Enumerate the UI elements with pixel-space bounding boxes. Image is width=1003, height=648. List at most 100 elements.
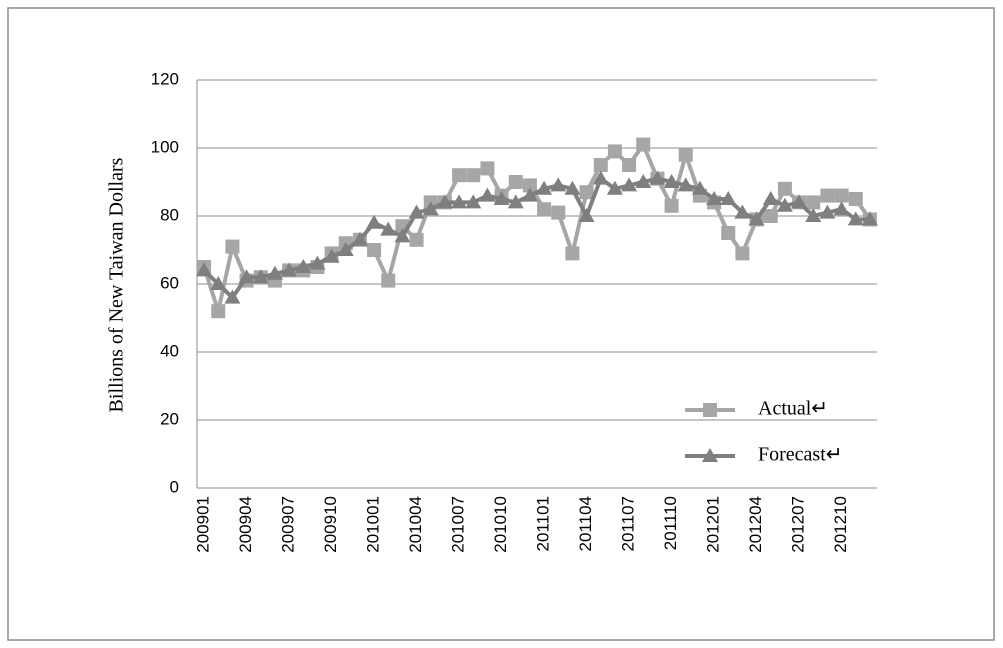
- legend-label: Forecast↵: [758, 444, 843, 466]
- data-point: [763, 209, 778, 223]
- data-point: [452, 168, 467, 183]
- data-point: [805, 208, 822, 222]
- data-point: [777, 181, 792, 196]
- data-point: [522, 178, 537, 193]
- data-point: [720, 191, 737, 205]
- data-point: [748, 211, 765, 226]
- x-tick-label: 201107: [619, 496, 638, 551]
- data-point: [380, 221, 397, 236]
- data-point: [551, 205, 566, 220]
- data-point: [848, 192, 863, 206]
- data-point: [337, 242, 354, 256]
- data-point: [721, 226, 736, 240]
- x-tick-label: 201204: [746, 496, 765, 553]
- data-point: [847, 211, 864, 226]
- data-point: [735, 246, 750, 261]
- y-tick-label: 120: [151, 69, 179, 88]
- data-point: [309, 255, 326, 270]
- y-tick-label: 0: [170, 477, 179, 496]
- x-tick-label: 200910: [321, 496, 340, 553]
- data-point: [266, 265, 283, 280]
- data-point: [861, 211, 878, 226]
- data-point: [536, 180, 553, 195]
- data-point: [281, 262, 298, 277]
- data-point: [702, 448, 718, 462]
- x-tick-label: 201207: [789, 496, 808, 553]
- data-point: [422, 201, 439, 216]
- x-tick-label: 201104: [576, 496, 595, 551]
- data-point: [636, 137, 651, 152]
- data-point: [635, 174, 652, 188]
- data-point: [394, 228, 411, 243]
- x-tick-label: 200907: [279, 496, 298, 553]
- data-point: [521, 187, 538, 202]
- data-point: [366, 214, 383, 229]
- data-point: [691, 180, 708, 195]
- data-point: [238, 269, 255, 284]
- data-point: [606, 180, 623, 195]
- data-point: [734, 204, 751, 219]
- data-point: [762, 191, 779, 205]
- data-point: [579, 185, 594, 200]
- data-point: [664, 198, 679, 213]
- x-tick-label: 201201: [704, 496, 723, 553]
- data-point: [465, 194, 482, 209]
- data-point: [677, 177, 694, 192]
- data-point: [295, 259, 312, 273]
- data-point: [479, 187, 496, 202]
- data-point: [211, 304, 226, 319]
- data-point: [196, 262, 213, 277]
- data-point: [367, 243, 382, 257]
- data-point: [678, 147, 693, 162]
- data-point: [706, 191, 723, 205]
- y-tick-label: 100: [151, 137, 179, 156]
- legend-label: Actual↵: [758, 398, 828, 420]
- y-tick-label: 80: [160, 205, 179, 224]
- y-axis-label: Billions of New Taiwan Dollars: [106, 157, 128, 412]
- x-tick-label: 200904: [236, 496, 255, 553]
- data-point: [493, 191, 510, 205]
- x-tick-label: 201004: [406, 496, 425, 553]
- x-tick-label: 201010: [491, 496, 510, 553]
- data-point: [819, 204, 836, 219]
- data-point: [351, 231, 368, 246]
- data-point: [564, 180, 581, 195]
- data-point: [224, 289, 241, 304]
- data-point: [621, 177, 638, 192]
- data-point: [210, 276, 227, 290]
- data-point: [820, 188, 835, 203]
- data-point: [252, 269, 269, 284]
- data-point: [565, 246, 580, 261]
- x-tick-label: 200901: [194, 496, 213, 553]
- x-tick-label: 201007: [449, 496, 468, 553]
- x-tick-label: 201001: [364, 496, 383, 553]
- frame: [7, 7, 995, 641]
- x-tick-label: 201101: [534, 496, 553, 551]
- data-point: [649, 170, 666, 185]
- data-point: [408, 204, 425, 219]
- data-point: [703, 403, 717, 417]
- data-point: [776, 197, 793, 212]
- data-point: [381, 273, 396, 288]
- data-point: [834, 188, 849, 203]
- data-point: [507, 194, 524, 209]
- data-point: [791, 194, 808, 209]
- data-point: [806, 195, 821, 210]
- data-point: [537, 202, 552, 217]
- x-tick-label: 201110: [661, 496, 680, 550]
- data-point: [436, 194, 453, 209]
- data-point: [578, 208, 595, 222]
- data-point: [466, 168, 481, 183]
- data-point: [592, 170, 609, 185]
- data-point: [451, 194, 468, 209]
- data-point: [508, 175, 523, 189]
- y-tick-label: 60: [160, 273, 179, 292]
- data-point: [622, 158, 637, 172]
- x-tick-label: 201210: [831, 496, 850, 553]
- data-point: [663, 174, 680, 188]
- y-tick-label: 20: [160, 409, 179, 428]
- data-point: [323, 248, 340, 263]
- data-point: [593, 158, 608, 172]
- y-tick-label: 40: [160, 341, 179, 360]
